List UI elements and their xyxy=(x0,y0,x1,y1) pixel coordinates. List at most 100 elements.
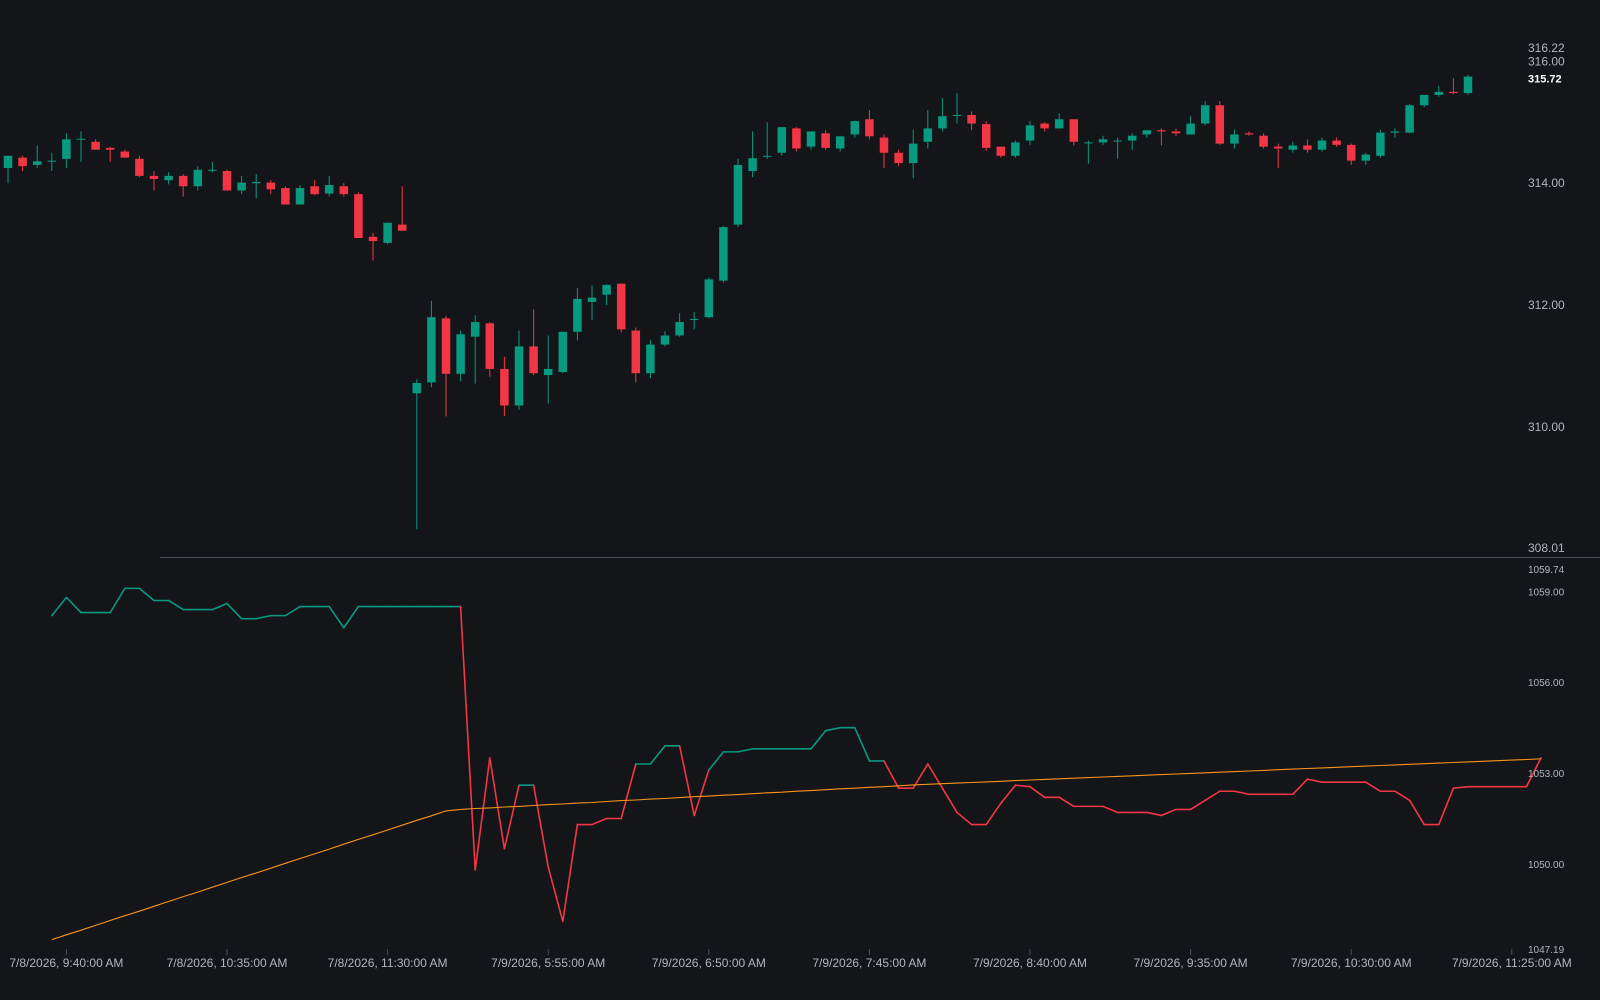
candle-up[interactable] xyxy=(850,121,860,135)
candle-up[interactable] xyxy=(456,334,465,374)
candle-down[interactable] xyxy=(1273,146,1283,149)
candle-down[interactable] xyxy=(222,171,232,191)
candle-up[interactable] xyxy=(1434,91,1444,95)
candle-up[interactable] xyxy=(587,297,597,302)
candle-up[interactable] xyxy=(32,161,42,165)
candle-down[interactable] xyxy=(1215,105,1225,144)
candle-up[interactable] xyxy=(835,136,845,149)
candle-down[interactable] xyxy=(1069,119,1079,142)
candle-up[interactable] xyxy=(719,227,728,281)
candle-down[interactable] xyxy=(149,175,159,179)
candle-down[interactable] xyxy=(1040,123,1049,129)
candle-down[interactable] xyxy=(821,133,830,148)
candle-down[interactable] xyxy=(981,124,991,148)
candle-up[interactable] xyxy=(646,344,655,374)
candle-up[interactable] xyxy=(675,322,684,336)
candle-up[interactable] xyxy=(1127,135,1137,141)
candle-up[interactable] xyxy=(923,128,933,142)
candle-down[interactable] xyxy=(967,114,976,124)
candle-down[interactable] xyxy=(865,119,874,137)
candle-down[interactable] xyxy=(18,157,27,167)
candle-up[interactable] xyxy=(573,298,582,332)
candle-down[interactable] xyxy=(616,283,626,330)
candle-up[interactable] xyxy=(1200,105,1210,124)
candle-up[interactable] xyxy=(76,138,86,140)
candle-up[interactable] xyxy=(1011,142,1020,156)
candle-down[interactable] xyxy=(91,141,100,150)
candle-up[interactable] xyxy=(602,284,611,295)
candle-up[interactable] xyxy=(3,155,13,168)
candle-down[interactable] xyxy=(631,330,641,374)
candle-up[interactable] xyxy=(1054,119,1064,129)
candle-up[interactable] xyxy=(383,222,392,243)
candle-down[interactable] xyxy=(1346,144,1356,161)
candle-up[interactable] xyxy=(1084,142,1093,144)
candle-up[interactable] xyxy=(1025,125,1035,141)
candle-down[interactable] xyxy=(281,188,290,205)
candle-up[interactable] xyxy=(324,185,334,194)
candle-down[interactable] xyxy=(178,175,188,187)
candle-up[interactable] xyxy=(1317,140,1327,150)
candle-down[interactable] xyxy=(879,137,889,153)
candle-down[interactable] xyxy=(135,158,144,176)
candle-up[interactable] xyxy=(660,335,670,345)
candle-up[interactable] xyxy=(704,279,714,318)
candle-down[interactable] xyxy=(397,224,407,231)
candle-up[interactable] xyxy=(295,188,305,205)
candle-up[interactable] xyxy=(1361,154,1371,161)
candle-down[interactable] xyxy=(368,236,378,242)
candle-up[interactable] xyxy=(251,181,261,184)
candle-up[interactable] xyxy=(1288,145,1298,150)
candle-down[interactable] xyxy=(310,186,319,195)
candle-down[interactable] xyxy=(1449,91,1458,94)
candle-up[interactable] xyxy=(1390,131,1400,133)
candle-down[interactable] xyxy=(354,194,363,239)
candle-up[interactable] xyxy=(1463,76,1473,94)
candle-up[interactable] xyxy=(470,322,480,337)
candle-up[interactable] xyxy=(237,182,246,191)
candle-up[interactable] xyxy=(1098,139,1108,143)
candle-up[interactable] xyxy=(1230,134,1239,144)
candle-up[interactable] xyxy=(514,346,524,406)
candle-up[interactable] xyxy=(762,155,772,157)
candle-up[interactable] xyxy=(1376,132,1385,156)
candle-down[interactable] xyxy=(1244,133,1254,135)
candle-down[interactable] xyxy=(441,318,451,374)
candle-up[interactable] xyxy=(558,331,568,372)
candle-down[interactable] xyxy=(1171,131,1181,134)
candle-up[interactable] xyxy=(193,169,203,187)
candle-up[interactable] xyxy=(412,382,422,394)
candle-down[interactable] xyxy=(266,182,276,190)
candle-down[interactable] xyxy=(1303,145,1312,150)
candle-up[interactable] xyxy=(164,175,173,181)
candle-down[interactable] xyxy=(996,146,1006,156)
candle-down[interactable] xyxy=(120,151,130,158)
candle-up[interactable] xyxy=(733,164,743,225)
candle-up[interactable] xyxy=(1419,94,1429,106)
candle-up[interactable] xyxy=(1113,140,1122,142)
candle-up[interactable] xyxy=(62,139,71,159)
candle-up[interactable] xyxy=(806,131,816,147)
candle-down[interactable] xyxy=(105,147,115,150)
candle-up[interactable] xyxy=(689,319,699,321)
candle-up[interactable] xyxy=(748,158,757,172)
candle-up[interactable] xyxy=(1405,105,1414,133)
candle-up[interactable] xyxy=(427,317,436,383)
candle-up[interactable] xyxy=(47,160,57,162)
candle-down[interactable] xyxy=(1157,130,1166,132)
candle-up[interactable] xyxy=(938,116,947,129)
candle-up[interactable] xyxy=(777,127,787,153)
candle-up[interactable] xyxy=(208,169,217,171)
candle-down[interactable] xyxy=(894,152,903,164)
candle-up[interactable] xyxy=(1142,130,1152,135)
candle-up[interactable] xyxy=(543,368,553,376)
candle-down[interactable] xyxy=(529,346,538,374)
candle-down[interactable] xyxy=(792,128,801,149)
candle-down[interactable] xyxy=(485,323,495,369)
candle-up[interactable] xyxy=(952,114,962,116)
candle-up[interactable] xyxy=(908,143,918,164)
candle-down[interactable] xyxy=(1259,135,1268,147)
candle-down[interactable] xyxy=(1332,140,1341,145)
candle-down[interactable] xyxy=(339,186,349,195)
